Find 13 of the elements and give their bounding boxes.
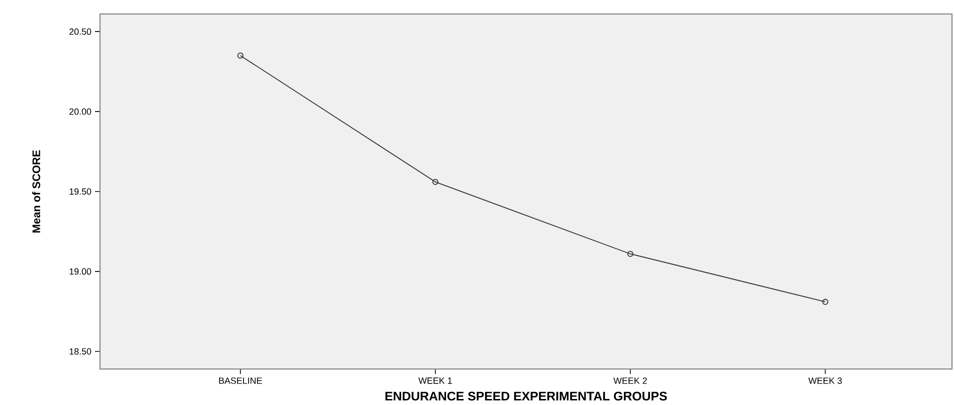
x-tick-label: WEEK 3	[808, 378, 842, 384]
y-tick-label: 19.00	[70, 268, 92, 275]
x-axis-title: ENDURANCE SPEED EXPERIMENTAL GROUPS	[385, 392, 667, 401]
x-tick-label: BASELINE	[219, 378, 262, 384]
x-tick-label: WEEK 1	[418, 378, 452, 384]
x-tick-label: WEEK 2	[613, 378, 647, 384]
y-tick-label: 18.50	[70, 348, 92, 355]
y-axis-title: Mean of SCORE	[32, 150, 40, 232]
point	[432, 178, 438, 185]
point	[627, 250, 634, 257]
y-tick-label: 19.50	[70, 188, 92, 195]
y-tick-label: 20.50	[69, 28, 92, 35]
y-tick-label: 20.00	[69, 108, 92, 115]
